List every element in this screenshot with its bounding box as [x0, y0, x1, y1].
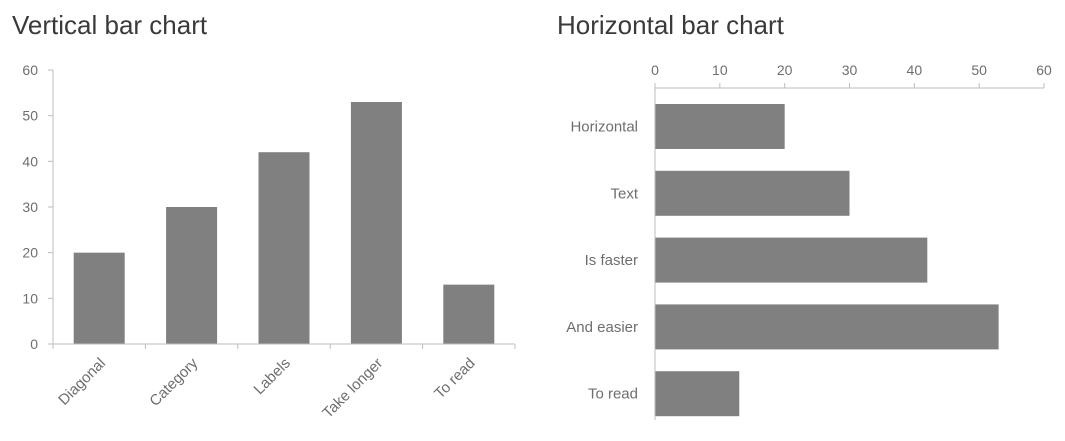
vertical-y-tick-label: 0: [30, 336, 38, 352]
vertical-y-tick-label: 40: [22, 153, 38, 169]
vertical-category-label: Take longer: [319, 355, 386, 422]
horizontal-x-tick-label: 50: [971, 62, 987, 78]
horizontal-x-tick-label: 30: [842, 62, 858, 78]
vertical-category-label: Diagonal: [55, 355, 109, 409]
vertical-y-tick-label: 30: [22, 199, 38, 215]
horizontal-category-label: And easier: [566, 319, 638, 336]
horizontal-category-label: Is faster: [585, 252, 638, 269]
vertical-bar: [350, 101, 402, 344]
vertical-category-label: To read: [431, 355, 478, 402]
horizontal-chart-title: Horizontal bar chart: [557, 10, 785, 40]
horizontal-bar: [655, 304, 999, 350]
horizontal-x-tick-label: 20: [777, 62, 793, 78]
horizontal-bars: [655, 104, 999, 417]
horizontal-bar: [655, 104, 785, 149]
vertical-y-tick-label: 10: [22, 290, 38, 306]
horizontal-bar: [655, 237, 928, 283]
vertical-bar-chart: Vertical bar chart 0 10 20 30 40 50 60 Diagona…: [12, 10, 516, 422]
horizontal-x-tick-label: 60: [1036, 62, 1052, 78]
horizontal-x-axis-ticks: 0 10 20 30 40 50 60: [651, 62, 1052, 88]
vertical-y-tick-label: 60: [22, 62, 38, 78]
vertical-bar: [258, 152, 310, 344]
vertical-bar: [443, 284, 495, 344]
horizontal-bar-chart: Horizontal bar chart 0 10 20 30 40 50 60 Horiz…: [557, 10, 1052, 420]
vertical-y-axis-ticks: 0 10 20 30 40 50 60: [22, 62, 53, 352]
vertical-bar: [166, 207, 218, 344]
vertical-category-labels: Diagonal Category Labels Take longer To read: [55, 354, 478, 421]
vertical-axes: [52, 70, 516, 349]
horizontal-axes: [654, 87, 1044, 420]
horizontal-category-label: Text: [610, 185, 638, 202]
horizontal-x-tick-label: 40: [907, 62, 923, 78]
vertical-category-label: Category: [146, 354, 201, 409]
horizontal-bar: [655, 170, 850, 216]
vertical-category-label: Labels: [251, 355, 294, 398]
vertical-y-tick-label: 20: [22, 245, 38, 261]
horizontal-bar: [655, 371, 740, 417]
horizontal-x-tick-label: 10: [712, 62, 728, 78]
vertical-bars: [73, 101, 495, 344]
horizontal-x-tick-label: 0: [651, 62, 659, 78]
horizontal-category-labels: Horizontal Text Is faster And easier To read: [566, 119, 639, 403]
vertical-y-tick-label: 50: [22, 108, 38, 124]
vertical-bar: [73, 252, 125, 344]
vertical-chart-title: Vertical bar chart: [12, 10, 208, 40]
horizontal-category-label: To read: [588, 386, 638, 403]
horizontal-category-label: Horizontal: [570, 119, 638, 136]
